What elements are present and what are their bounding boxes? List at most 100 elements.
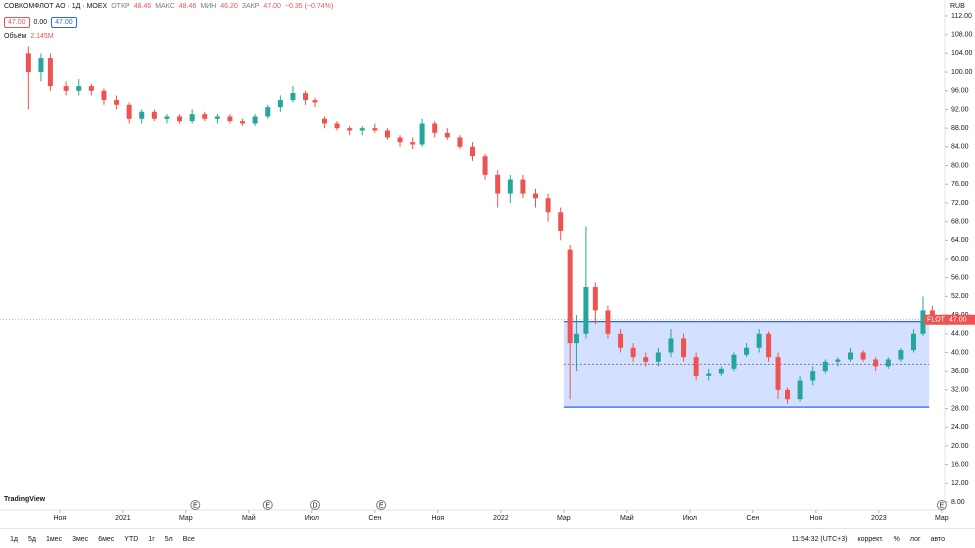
event-marker[interactable] [190, 500, 201, 510]
quote-row: 47.00 0.00 47.00 [4, 17, 77, 28]
y-tick-label: 68.00 [951, 218, 969, 225]
candle-body [139, 111, 145, 119]
logo-text: TradingView [4, 496, 46, 503]
x-tick-label: Июл [305, 515, 319, 522]
bid[interactable]: 47.00 [4, 17, 30, 28]
range-button[interactable]: 5д [27, 535, 36, 543]
candle-body [495, 174, 501, 194]
event-marker[interactable] [376, 500, 387, 510]
candle-body [573, 333, 579, 344]
candle-body [214, 116, 220, 119]
ask[interactable]: 47.00 [51, 17, 77, 28]
x-tick-label: Май [620, 514, 634, 522]
candle-body [359, 128, 365, 131]
event-marker[interactable] [310, 500, 320, 510]
range-button[interactable]: 1д [10, 535, 18, 543]
label: МИН [200, 3, 217, 10]
candle-body [397, 137, 403, 143]
candle-body [347, 128, 353, 131]
range-button[interactable]: 3мес [72, 535, 89, 543]
range-button[interactable]: 1г [148, 535, 155, 543]
candle-body [810, 371, 816, 381]
candle-body [592, 287, 598, 311]
candle-body [334, 123, 340, 129]
x-tick-label: Мар [557, 515, 571, 522]
toggle[interactable]: % [893, 535, 900, 543]
tag-bg [924, 314, 948, 325]
candle-body [898, 350, 904, 360]
x-tick-label: 2022 [493, 515, 509, 522]
candle-body [744, 347, 750, 355]
x-tick-label: Ноя [53, 515, 66, 522]
y-tick-label: 32.00 [951, 387, 969, 394]
candle-body [822, 361, 828, 372]
event-label: D [312, 502, 317, 509]
range-button[interactable]: 6мес [98, 535, 115, 543]
candle-body [114, 100, 120, 105]
logo: TradingView [4, 496, 45, 503]
candle-body [47, 58, 53, 87]
toggle[interactable]: авто [930, 535, 945, 543]
symbol-tag: FLOT [927, 317, 946, 324]
y-tick-label: 52.00 [951, 293, 969, 300]
y-tick-label: 80.00 [951, 162, 969, 169]
y-tick-label: 112.00 [951, 13, 972, 20]
candle-body [252, 116, 258, 124]
candle-body [419, 123, 425, 145]
candle-body [643, 357, 649, 362]
price-bg [946, 314, 975, 325]
range-button[interactable]: 1мес [45, 535, 63, 543]
candle-body [605, 310, 611, 334]
symbol[interactable]: СОВКОМФЛОТ АО · 1Д · MOEX [4, 3, 108, 10]
candle-body [384, 130, 390, 138]
candle-body [432, 123, 438, 133]
clock: 11:54:32 (UTC+3) [791, 535, 848, 543]
event-marker[interactable] [262, 500, 273, 510]
candle-body [410, 142, 416, 145]
y-tick-label: 64.00 [951, 237, 969, 244]
candle-body [775, 357, 781, 390]
range-button[interactable]: YTD [124, 535, 139, 543]
currency[interactable]: RUB [950, 3, 965, 10]
candle-body [321, 118, 327, 124]
label: ОТКР [111, 3, 130, 10]
y-tick-label: 16.00 [951, 461, 969, 468]
candle-body [265, 107, 271, 117]
candle-body [545, 198, 551, 213]
candle-body [227, 116, 233, 122]
x-tick-label: 2021 [115, 515, 131, 522]
y-tick-label: 92.00 [951, 106, 969, 113]
candle-body [482, 156, 488, 175]
range-button[interactable]: 5л [164, 535, 173, 543]
y-tick-label: 44.00 [951, 331, 969, 338]
y-tick-label: 108.00 [951, 32, 973, 39]
volume-row: Объём 2.145M [4, 33, 54, 40]
x-tick-label: 2023 [871, 515, 887, 522]
y-tick-label: 40.00 [951, 349, 969, 356]
y-tick-label: 56.00 [951, 275, 969, 282]
event-label: E [193, 502, 198, 509]
candle-body [848, 352, 853, 360]
candle-body [277, 100, 283, 108]
x-tick-label: Июл [683, 515, 697, 522]
candle-body [618, 333, 624, 348]
event-marker[interactable] [936, 500, 947, 510]
candle-body [470, 146, 475, 157]
y-tick-label: 12.00 [951, 480, 969, 487]
candle-body [920, 310, 926, 334]
y-tick-label: 28.00 [951, 405, 969, 412]
change: −0.35 (−0.74%) [284, 3, 334, 10]
value: 48.46 [133, 3, 152, 10]
candle-body [189, 114, 195, 122]
value: 2.145M [30, 33, 54, 40]
toggle[interactable]: коррект. [857, 535, 884, 543]
toggle[interactable]: лог [909, 535, 921, 543]
range-button[interactable]: Все [182, 535, 195, 543]
y-tick-label: 20.00 [951, 443, 969, 450]
y-tick-label: 104.00 [951, 50, 973, 57]
candle-body [583, 287, 589, 334]
candle-body [785, 389, 790, 400]
y-tick-label: 76.00 [951, 181, 969, 188]
candle-body [38, 58, 44, 73]
candle-body [63, 86, 69, 91]
